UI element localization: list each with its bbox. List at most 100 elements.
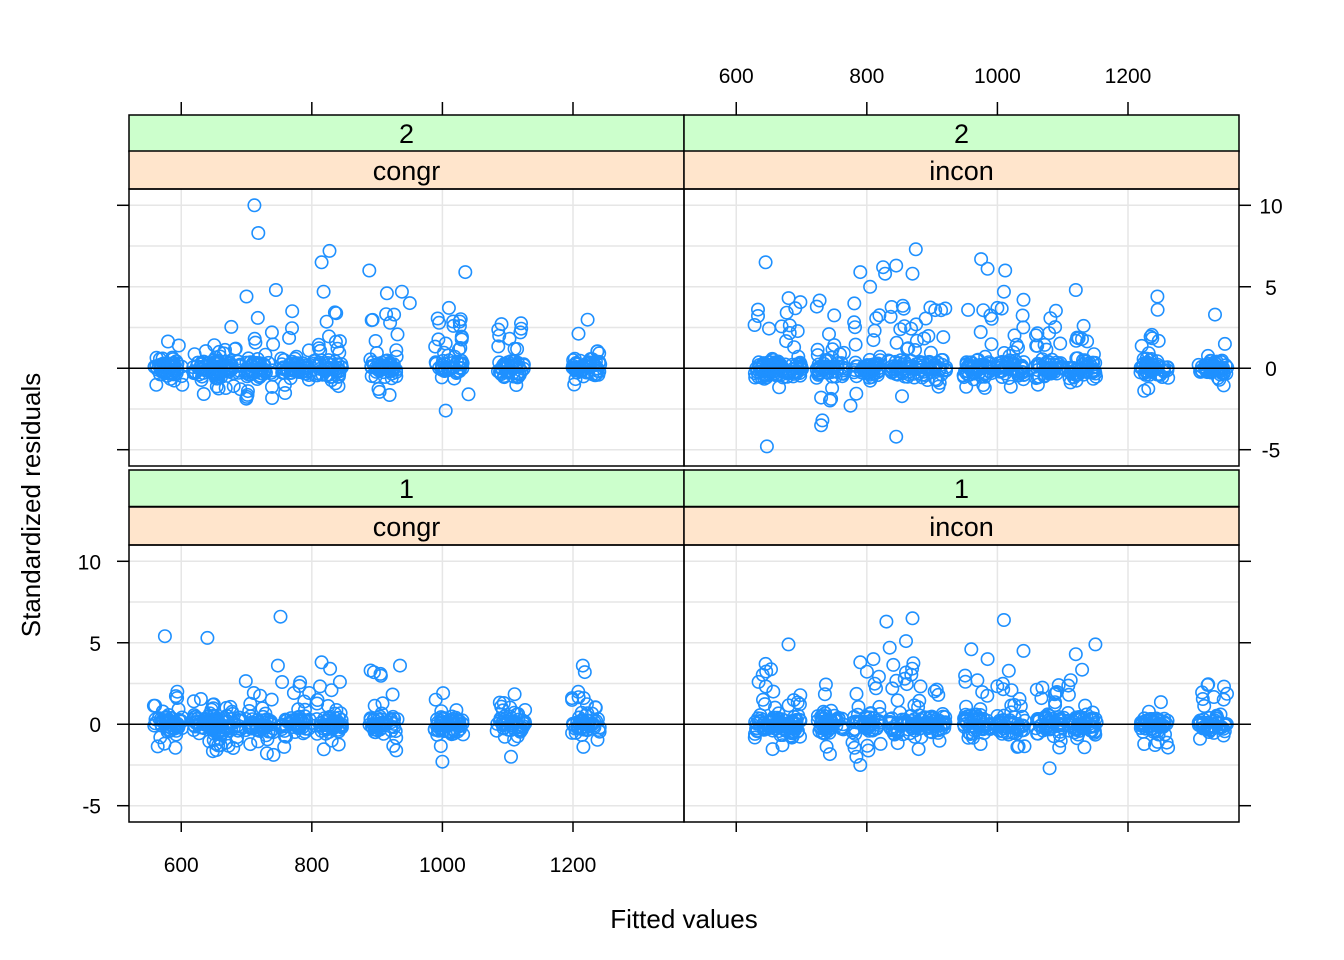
data-point [935, 706, 950, 721]
data-point [747, 317, 762, 332]
data-point [938, 301, 953, 316]
data-point [996, 682, 1011, 697]
data-point [1208, 307, 1223, 322]
data-point [1151, 727, 1166, 742]
data-point [893, 322, 908, 337]
data-point [1009, 363, 1024, 378]
data-point [889, 258, 904, 273]
strip-outer-label: 2 [954, 119, 969, 149]
data-point [848, 337, 863, 352]
data-point [903, 708, 918, 723]
data-point [978, 349, 993, 364]
data-point [822, 393, 837, 408]
data-point [892, 360, 907, 375]
data-point [281, 715, 296, 730]
data-point [976, 303, 991, 318]
data-point [814, 390, 829, 405]
data-point [889, 335, 904, 350]
data-point [218, 342, 233, 357]
data-point [809, 299, 824, 314]
data-point [971, 719, 986, 734]
data-point [747, 730, 762, 745]
data-point [334, 360, 349, 375]
data-point [514, 321, 529, 336]
data-point [387, 711, 402, 726]
data-point [820, 720, 835, 735]
data-point [491, 322, 506, 337]
data-point [265, 390, 280, 405]
data-point [147, 718, 162, 733]
data-point [226, 379, 241, 394]
strip-outer [683, 469, 1240, 508]
data-point [385, 687, 400, 702]
data-point [782, 318, 797, 333]
data-point [589, 713, 604, 728]
y-tick-label: -5 [82, 796, 101, 819]
data-point [312, 679, 327, 694]
data-point [328, 334, 343, 349]
data-point [373, 666, 388, 681]
data-point [819, 361, 834, 376]
data-point [1048, 697, 1063, 712]
data-point [444, 360, 459, 375]
data-point [847, 320, 862, 335]
data-point [174, 714, 189, 729]
data-point [821, 327, 836, 342]
data-point [1088, 637, 1103, 652]
data-point [996, 612, 1011, 627]
data-point [453, 340, 468, 355]
data-point [1195, 721, 1210, 736]
data-point [266, 747, 281, 762]
data-point [379, 307, 394, 322]
data-point [758, 255, 773, 270]
data-point [490, 364, 505, 379]
data-point [434, 357, 449, 372]
data-point [932, 375, 947, 390]
data-point [434, 710, 449, 725]
data-point [1201, 677, 1216, 692]
data-point [311, 341, 326, 356]
data-point [1016, 320, 1031, 335]
data-point [926, 719, 941, 734]
data-point [206, 715, 221, 730]
data-point [958, 668, 973, 683]
data-point [792, 697, 807, 712]
data-point [781, 698, 796, 713]
data-point [243, 362, 258, 377]
data-point [251, 226, 266, 241]
data-point [866, 333, 881, 348]
data-point [580, 359, 595, 374]
data-point [759, 664, 774, 679]
data-point [491, 339, 506, 354]
data-point [567, 351, 582, 366]
data-point [247, 331, 262, 346]
data-point [983, 308, 998, 323]
data-point [314, 255, 329, 270]
data-point [206, 363, 221, 378]
data-point [402, 296, 417, 311]
data-point [1061, 678, 1076, 693]
data-point [768, 363, 783, 378]
data-point [330, 341, 345, 356]
x-tick-label: 800 [294, 854, 329, 877]
data-point [847, 740, 862, 755]
data-point [792, 729, 807, 744]
data-point [810, 342, 825, 357]
data-point [224, 319, 239, 334]
data-point [324, 373, 339, 388]
data-point [964, 642, 979, 657]
data-point [1068, 282, 1083, 297]
data-point [493, 365, 508, 380]
data-point [894, 389, 909, 404]
data-point [200, 630, 215, 645]
data-point [446, 318, 461, 333]
data-point [886, 657, 901, 672]
data-point [258, 347, 273, 362]
data-point [863, 279, 878, 294]
data-point [321, 698, 336, 713]
data-point [1197, 719, 1212, 734]
data-point [932, 362, 947, 377]
data-point [428, 339, 443, 354]
data-point [387, 307, 402, 322]
